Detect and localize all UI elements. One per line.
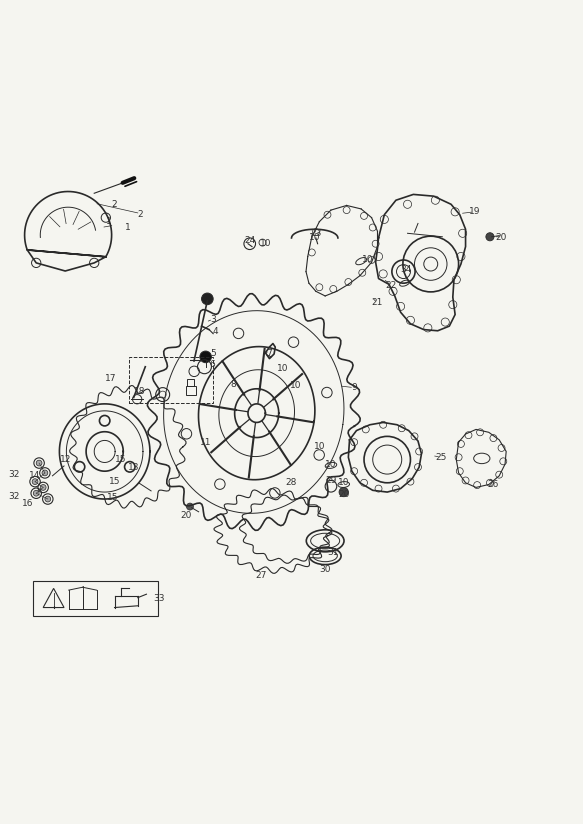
Text: 28: 28 (286, 478, 297, 487)
Text: 15: 15 (107, 494, 118, 503)
Text: 20: 20 (496, 233, 507, 242)
Circle shape (486, 232, 494, 241)
Text: 14: 14 (29, 471, 41, 480)
Text: 1: 1 (125, 223, 131, 232)
Text: 31: 31 (328, 548, 339, 557)
Text: 2: 2 (138, 210, 143, 219)
Text: 24: 24 (244, 236, 255, 246)
Text: 25: 25 (436, 452, 447, 461)
Text: 9: 9 (352, 383, 357, 392)
Text: 29: 29 (325, 476, 336, 485)
Text: 11: 11 (200, 438, 212, 447)
Text: 22: 22 (386, 281, 397, 290)
Text: 20: 20 (338, 490, 349, 499)
Text: 13: 13 (128, 463, 139, 472)
Text: 18: 18 (134, 387, 145, 396)
Circle shape (40, 485, 46, 490)
Text: 10: 10 (338, 478, 349, 487)
Text: 34: 34 (401, 265, 412, 274)
Text: 2: 2 (112, 199, 117, 208)
Circle shape (200, 351, 212, 363)
Text: 20: 20 (180, 511, 192, 520)
Text: 7: 7 (266, 349, 272, 358)
Circle shape (32, 479, 38, 485)
Text: 23: 23 (310, 229, 322, 238)
Text: 5: 5 (210, 349, 216, 358)
Text: 30: 30 (319, 565, 331, 574)
Text: 32: 32 (9, 471, 20, 480)
Bar (33, 582, 158, 616)
Text: 3: 3 (210, 315, 216, 324)
Text: 6: 6 (209, 360, 215, 369)
Text: 10: 10 (309, 233, 321, 242)
Circle shape (33, 490, 39, 496)
Text: 10: 10 (259, 239, 271, 248)
Circle shape (187, 503, 194, 510)
Text: 8: 8 (231, 380, 236, 389)
Text: 4: 4 (212, 327, 217, 336)
Text: 17: 17 (105, 374, 116, 383)
Text: 15: 15 (109, 477, 120, 486)
Text: 10: 10 (276, 364, 288, 373)
Text: 27: 27 (255, 571, 267, 580)
Text: 32: 32 (9, 492, 20, 501)
Text: 15: 15 (115, 455, 126, 464)
Text: 33: 33 (153, 594, 165, 603)
Text: 21: 21 (372, 298, 383, 307)
Text: 12: 12 (59, 455, 71, 464)
Circle shape (42, 470, 48, 475)
Text: 10: 10 (325, 460, 337, 469)
Circle shape (36, 460, 42, 466)
Text: 19: 19 (469, 208, 480, 217)
Text: 1: 1 (106, 218, 111, 226)
Circle shape (339, 488, 349, 497)
Text: 16: 16 (22, 499, 33, 508)
Text: 10: 10 (314, 442, 325, 452)
Text: 10: 10 (363, 255, 374, 265)
Text: 10: 10 (290, 382, 302, 391)
Text: 26: 26 (488, 480, 499, 489)
Circle shape (45, 496, 51, 502)
Circle shape (202, 293, 213, 305)
